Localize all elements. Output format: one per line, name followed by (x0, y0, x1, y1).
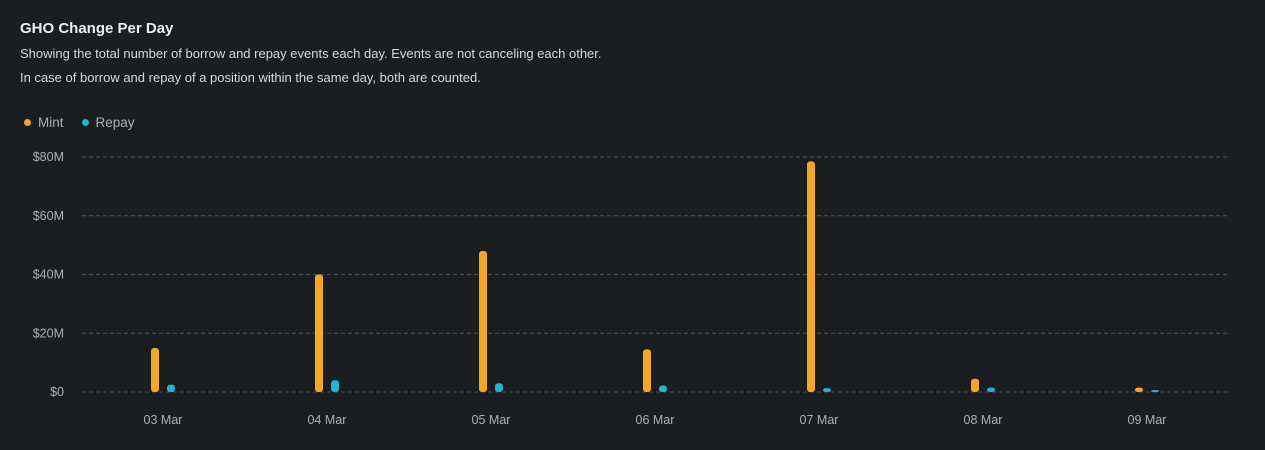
chart-subtitle-line-2: In case of borrow and repay of a positio… (20, 70, 481, 85)
x-tick-label: 07 Mar (800, 413, 839, 427)
bar-repay-5 (987, 387, 995, 392)
chart-subtitle-line-1: Showing the total number of borrow and r… (20, 46, 602, 61)
y-tick-label: $80M (33, 150, 64, 164)
x-tick-label: 09 Mar (1128, 413, 1167, 427)
bar-repay-4 (823, 388, 831, 392)
bar-repay-0 (167, 384, 175, 392)
x-tick-label: 04 Mar (308, 413, 347, 427)
legend-mint-label: Mint (38, 115, 64, 130)
y-tick-label: $40M (33, 268, 64, 282)
x-tick-label: 06 Mar (636, 413, 675, 427)
legend-repay-dot (81, 119, 89, 126)
x-tick-label: 08 Mar (964, 413, 1003, 427)
y-tick-label: $60M (33, 209, 64, 223)
legend-repay-label: Repay (95, 115, 135, 130)
x-tick-label: 05 Mar (472, 413, 511, 427)
legend-mint-dot (24, 119, 31, 126)
x-tick-label: 03 Mar (144, 413, 183, 427)
bar-mint-1 (315, 274, 323, 392)
bar-repay-2 (495, 383, 503, 392)
bar-mint-5 (971, 378, 979, 392)
chart-title: GHO Change Per Day (20, 20, 174, 37)
bar-mint-2 (479, 251, 487, 392)
chart-legend: Mint Repay (24, 115, 135, 130)
bar-repay-1 (331, 380, 339, 392)
bar-mint-3 (643, 349, 651, 392)
bar-repay-3 (659, 385, 667, 392)
bar-mint-4 (807, 161, 815, 392)
legend-item-repay[interactable]: Repay (81, 115, 135, 130)
bar-repay-6 (1151, 390, 1159, 392)
bar-mint-6 (1135, 387, 1143, 392)
bar-mint-0 (151, 347, 159, 392)
legend-item-mint[interactable]: Mint (24, 115, 64, 130)
y-tick-label: $0 (50, 385, 64, 399)
y-tick-label: $20M (33, 326, 64, 340)
